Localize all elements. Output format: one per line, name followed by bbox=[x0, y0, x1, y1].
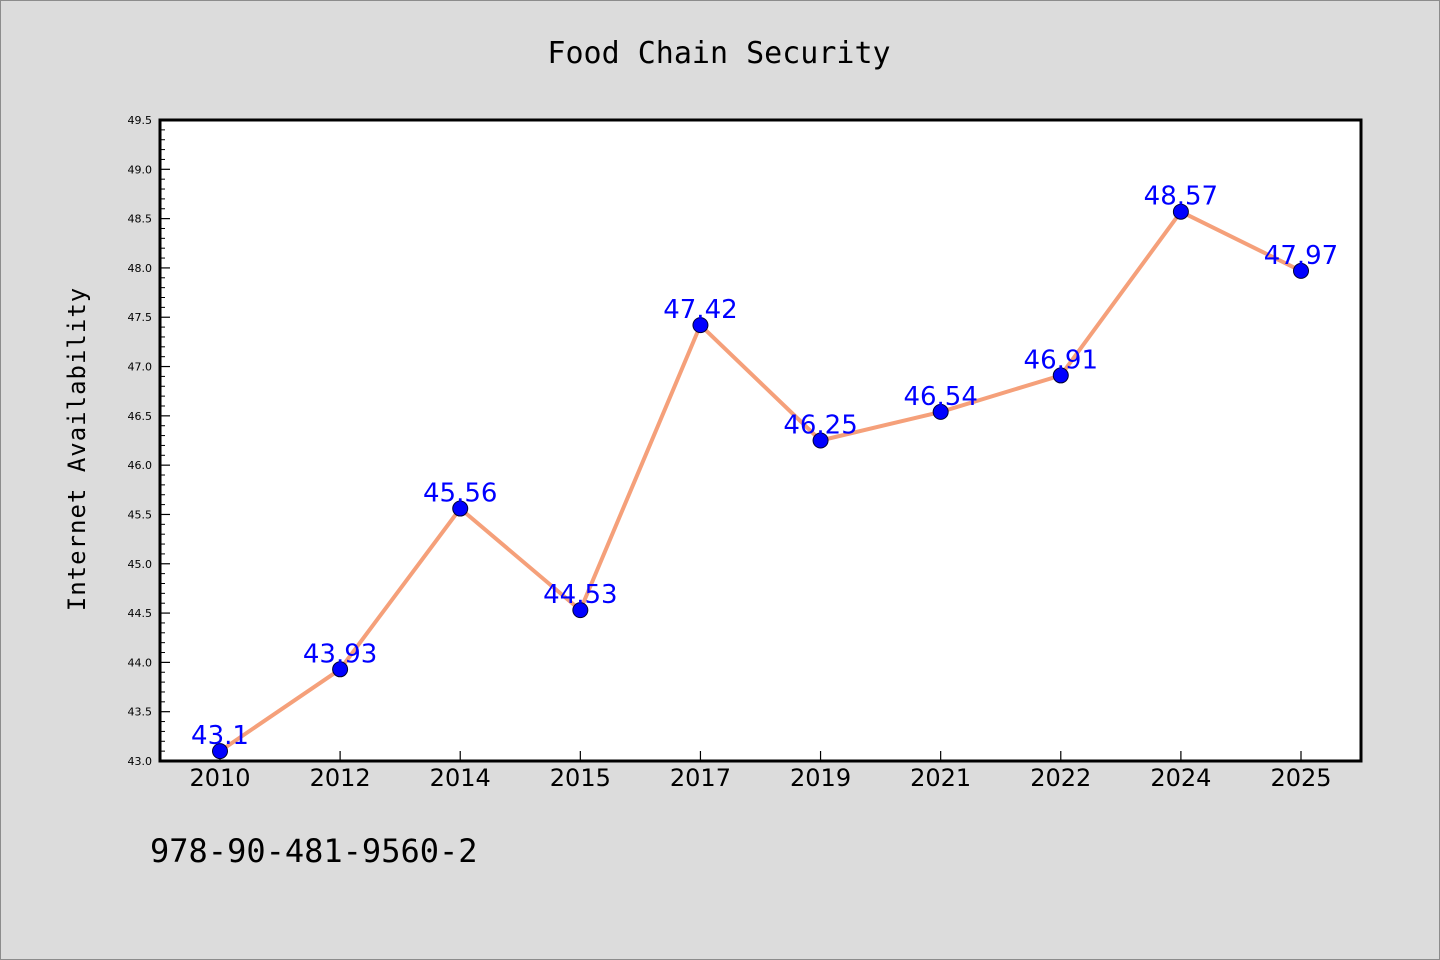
x-tick-label: 2019 bbox=[790, 764, 851, 792]
x-tick-label: 2017 bbox=[670, 764, 731, 792]
markers-group bbox=[212, 203, 1309, 760]
data-point-marker bbox=[452, 500, 469, 517]
y-tick-label: 49.0 bbox=[128, 163, 153, 176]
chart-title: Food Chain Security bbox=[547, 36, 890, 71]
data-label: 48.57 bbox=[1144, 182, 1218, 212]
y-tick-label: 45.0 bbox=[128, 558, 153, 571]
y-tick-label: 47.5 bbox=[128, 311, 153, 324]
x-tick-label: 2015 bbox=[550, 764, 611, 792]
data-label: 46.54 bbox=[903, 382, 977, 412]
x-tick-label: 2012 bbox=[310, 764, 371, 792]
y-tick-label: 46.0 bbox=[128, 459, 153, 472]
x-tick-label: 2024 bbox=[1150, 764, 1211, 792]
data-label: 46.25 bbox=[783, 411, 857, 441]
y-tick-label: 45.5 bbox=[128, 508, 153, 521]
y-tick-label: 44.5 bbox=[128, 607, 153, 620]
x-tick-label: 2014 bbox=[430, 764, 491, 792]
data-label: 45.56 bbox=[423, 479, 497, 509]
data-label: 43.93 bbox=[303, 639, 377, 669]
x-tick-label: 2022 bbox=[1030, 764, 1091, 792]
data-label: 47.97 bbox=[1264, 241, 1338, 271]
data-point-marker bbox=[1052, 367, 1069, 384]
x-tick-label: 2025 bbox=[1270, 764, 1331, 792]
data-labels-group: 43.1 43.93 45.56 44.53 47.42 46.25 46.54 46.91 4… bbox=[191, 182, 1338, 751]
data-point-marker bbox=[692, 317, 709, 334]
series-line bbox=[218, 209, 1303, 754]
x-axis-ticks: 2010 2012 2014 2015 2017 2019 2021 2022 2024 2025 bbox=[189, 751, 1332, 792]
data-point-marker bbox=[812, 432, 829, 449]
series-line-group bbox=[218, 209, 1303, 754]
y-tick-label: 48.0 bbox=[128, 262, 153, 275]
data-label: 47.42 bbox=[663, 295, 737, 325]
data-point-marker bbox=[1172, 203, 1189, 220]
data-point-marker bbox=[1293, 262, 1309, 279]
data-point-marker bbox=[212, 743, 228, 760]
y-major-ticks: 43.0 43.5 44.0 44.5 45.0 45.5 46.0 46.5 47.0 47.5… bbox=[128, 114, 170, 768]
plot-area bbox=[160, 120, 1361, 761]
y-tick-label: 43.0 bbox=[128, 755, 153, 768]
isbn-footer: 978-90-481-9560-2 bbox=[150, 832, 478, 870]
plot-frame bbox=[158, 118, 1363, 763]
y-tick-label: 49.5 bbox=[128, 114, 153, 127]
y-tick-label: 48.5 bbox=[128, 213, 153, 226]
data-label: 44.53 bbox=[543, 580, 617, 610]
y-tick-label: 43.5 bbox=[128, 706, 153, 719]
data-label: 46.91 bbox=[1024, 345, 1098, 375]
y-tick-label: 44.0 bbox=[128, 656, 153, 669]
data-label: 43.1 bbox=[191, 721, 249, 751]
y-axis-label: Internet Availability bbox=[63, 287, 91, 611]
y-tick-label: 47.0 bbox=[128, 361, 153, 374]
x-tick-label: 2021 bbox=[910, 764, 971, 792]
y-tick-label: 46.5 bbox=[128, 410, 153, 423]
data-point-marker bbox=[932, 403, 949, 420]
data-point-marker bbox=[572, 602, 589, 619]
data-point-marker bbox=[332, 661, 349, 678]
x-tick-label: 2010 bbox=[189, 764, 250, 792]
